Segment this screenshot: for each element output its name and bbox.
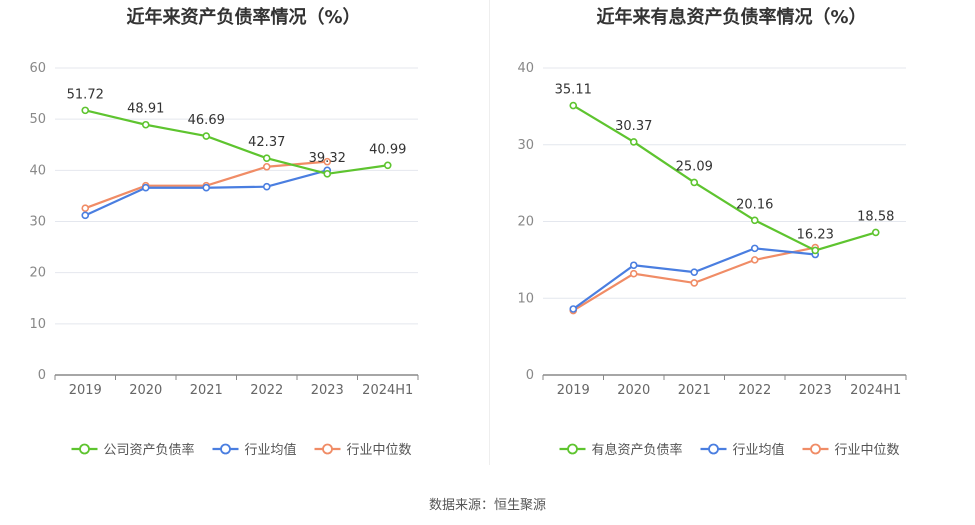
y-tick-label: 20 (517, 215, 534, 230)
x-tick-label: 2022 (738, 383, 771, 398)
data-point (383, 161, 392, 170)
data-label: 30.37 (615, 119, 652, 134)
legend-marker (708, 443, 719, 455)
x-tick-label: 2023 (311, 383, 344, 398)
chart-title: 近年来有息资产负债率情况（%） (596, 7, 867, 28)
chart-svg-debt-ratio: 0 10 20 30 40 50 60 2019 2020 2021 2022 2023 2024H1 5… (29, 61, 419, 458)
x-tick-label: 2024H1 (362, 383, 413, 398)
y-tick-label: 10 (517, 291, 534, 306)
chart-title: 近年来资产负债率情况（%） (126, 7, 361, 28)
data-point (629, 261, 638, 270)
data-label: 46.69 (188, 113, 225, 128)
data-point (690, 178, 699, 187)
data-point (811, 246, 820, 255)
y-tick-label: 30 (29, 215, 46, 230)
data-label: 20.16 (736, 197, 773, 212)
chart-svg-interest-debt-ratio: 0 10 20 30 40 2019 2020 2021 2022 2023 2024H1 35.11… (517, 61, 907, 458)
x-tick-label: 2021 (678, 383, 711, 398)
chart-panel-debt-ratio: 近年来资产负债率情况（%） 0 10 20 30 40 50 60 2019 2020 2021 2… (0, 0, 487, 490)
y-tick-label: 40 (517, 61, 534, 76)
data-label: 18.58 (857, 209, 894, 224)
x-tick-label: 2024H1 (850, 383, 901, 398)
legend-label: 行业均值 (245, 442, 297, 458)
x-tick-label: 2022 (250, 383, 283, 398)
legend-marker (567, 443, 578, 455)
x-tick-label: 2019 (557, 383, 590, 398)
data-point (202, 132, 211, 140)
data-point (750, 216, 759, 225)
legend-marker (810, 443, 821, 455)
data-point (202, 183, 211, 192)
legend-item: 行业均值 (212, 442, 297, 458)
x-tick-label: 2023 (799, 383, 832, 398)
data-point (629, 269, 638, 278)
y-tick-label: 0 (38, 368, 46, 383)
data-label: 35.11 (555, 83, 592, 98)
data-label: 42.37 (248, 135, 285, 150)
series-line (572, 246, 816, 312)
data-point (750, 244, 759, 253)
legend-item: 行业中位数 (802, 443, 900, 458)
y-tick-label: 40 (29, 163, 46, 178)
legend-marker (220, 443, 231, 455)
legend-item: 公司资产负债率 (71, 442, 195, 458)
data-label: 48.91 (127, 102, 164, 117)
series-line (84, 169, 328, 217)
data-point (750, 256, 759, 264)
data-source-note: 数据来源：恒生聚源 (428, 498, 546, 513)
data-point (141, 120, 150, 129)
data-point (81, 204, 90, 212)
data-label: 39.32 (309, 151, 346, 166)
data-point (323, 157, 332, 166)
y-tick-label: 60 (29, 61, 46, 76)
y-tick-label: 30 (517, 138, 534, 153)
data-point (871, 228, 880, 237)
data-point (690, 268, 699, 276)
data-point (569, 101, 578, 110)
data-point (262, 162, 271, 171)
y-tick-label: 50 (29, 112, 46, 127)
legend-item: 行业中位数 (314, 443, 412, 458)
legend-label: 行业均值 (733, 442, 785, 458)
data-label: 25.09 (676, 159, 713, 174)
y-tick-label: 0 (526, 368, 534, 383)
data-label: 40.99 (369, 142, 406, 157)
data-point (262, 154, 271, 163)
legend-item: 有息资产负债率 (559, 442, 683, 458)
data-point (323, 170, 332, 178)
series-line (572, 104, 877, 252)
legend-marker (322, 443, 333, 455)
series-line (84, 109, 388, 175)
data-point (141, 183, 150, 192)
x-tick-label: 2020 (617, 383, 650, 398)
data-point (81, 106, 90, 115)
data-label: 16.23 (797, 227, 834, 242)
panel-divider (489, 0, 490, 465)
y-tick-label: 20 (29, 266, 46, 281)
data-point (569, 305, 578, 313)
chart-panel-interest-debt-ratio: 近年来有息资产负债率情况（%） 0 10 20 30 40 2019 2020 2021 202… (488, 0, 975, 490)
data-label: 51.72 (67, 87, 104, 102)
legend-label: 行业中位数 (347, 443, 412, 458)
legend-item: 行业均值 (700, 442, 785, 458)
series-line (572, 247, 816, 310)
legend-marker (79, 443, 90, 455)
data-point (81, 211, 90, 220)
x-tick-label: 2021 (190, 383, 223, 398)
x-tick-label: 2020 (129, 383, 162, 398)
data-point (629, 138, 638, 146)
data-point (262, 182, 271, 191)
y-tick-label: 10 (29, 317, 46, 332)
data-point (690, 279, 699, 287)
legend-label: 有息资产负债率 (592, 442, 683, 458)
x-tick-label: 2019 (69, 383, 102, 398)
legend-label: 公司资产负债率 (104, 442, 195, 458)
legend-label: 行业中位数 (835, 443, 900, 458)
